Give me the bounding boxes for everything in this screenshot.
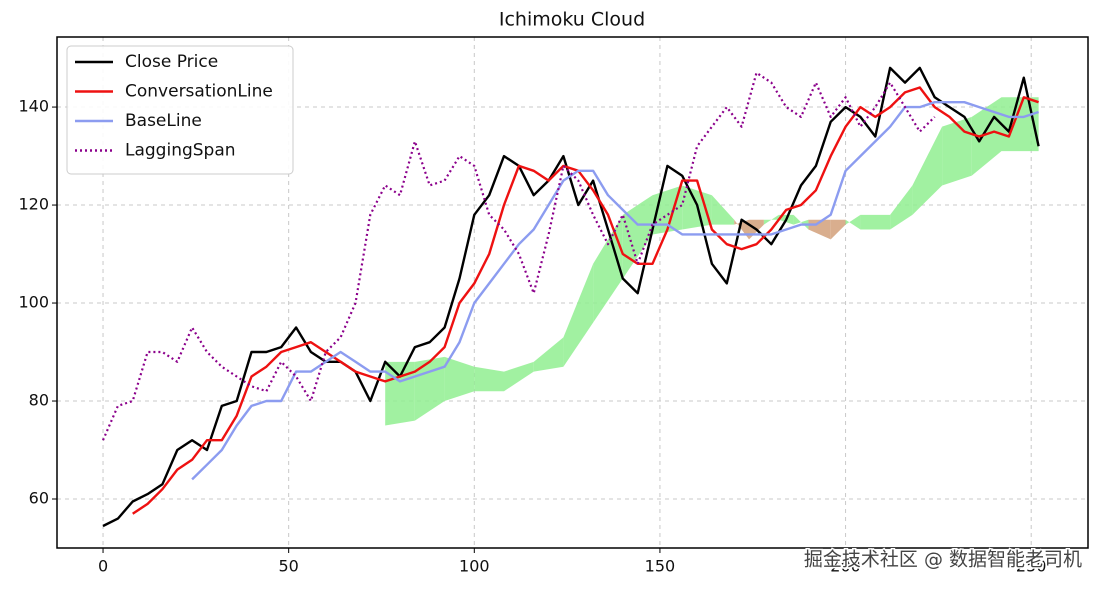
legend-label: ConversationLine <box>125 82 273 102</box>
y-tick-label: 140 <box>18 97 49 116</box>
cloud-segment <box>860 214 891 230</box>
watermark: 掘金技术社区 @ 数据智能老司机 <box>804 549 1082 571</box>
cloud-segment <box>593 214 623 323</box>
cloud-segment <box>504 361 534 392</box>
y-tick-label: 60 <box>29 489 49 508</box>
plot-area <box>101 66 1040 528</box>
y-tick-label: 120 <box>18 195 49 214</box>
legend-label: LaggingSpan <box>125 141 236 161</box>
chart-title: Ichimoku Cloud <box>499 9 645 31</box>
series-line <box>101 71 936 441</box>
cloud-segment <box>912 126 943 215</box>
legend-box <box>66 45 294 175</box>
y-tick-label: 100 <box>18 293 49 312</box>
cloud-segment <box>942 116 972 186</box>
series-line <box>102 66 1040 528</box>
cloud-segment <box>1001 97 1039 152</box>
series-line <box>132 86 1039 515</box>
x-tick-label: 200 <box>830 557 861 576</box>
cloud-segment <box>890 185 913 230</box>
plot-frame <box>56 36 1089 549</box>
x-tick-label: 50 <box>278 557 298 576</box>
cloud-segment <box>533 337 564 372</box>
cloud-segment <box>763 214 779 225</box>
cloud-segment <box>711 195 735 225</box>
x-tick-label: 0 <box>98 557 108 576</box>
cloud-segment <box>474 366 505 392</box>
cloud-segment <box>444 356 475 402</box>
cloud-segment <box>734 219 750 240</box>
series-line <box>191 101 1039 481</box>
cloud-segment <box>830 219 846 240</box>
legend-label: Close Price <box>125 52 218 72</box>
cloud-segment <box>385 361 415 426</box>
cloud-segment <box>845 214 861 230</box>
x-tick-label: 150 <box>645 557 676 576</box>
x-tick-label: 250 <box>1016 557 1047 576</box>
legend-label: BaseLine <box>125 111 202 131</box>
cloud-segment <box>563 263 594 367</box>
cloud-segment <box>793 214 809 230</box>
x-tick-label: 100 <box>459 557 490 576</box>
y-tick-label: 80 <box>29 391 49 410</box>
